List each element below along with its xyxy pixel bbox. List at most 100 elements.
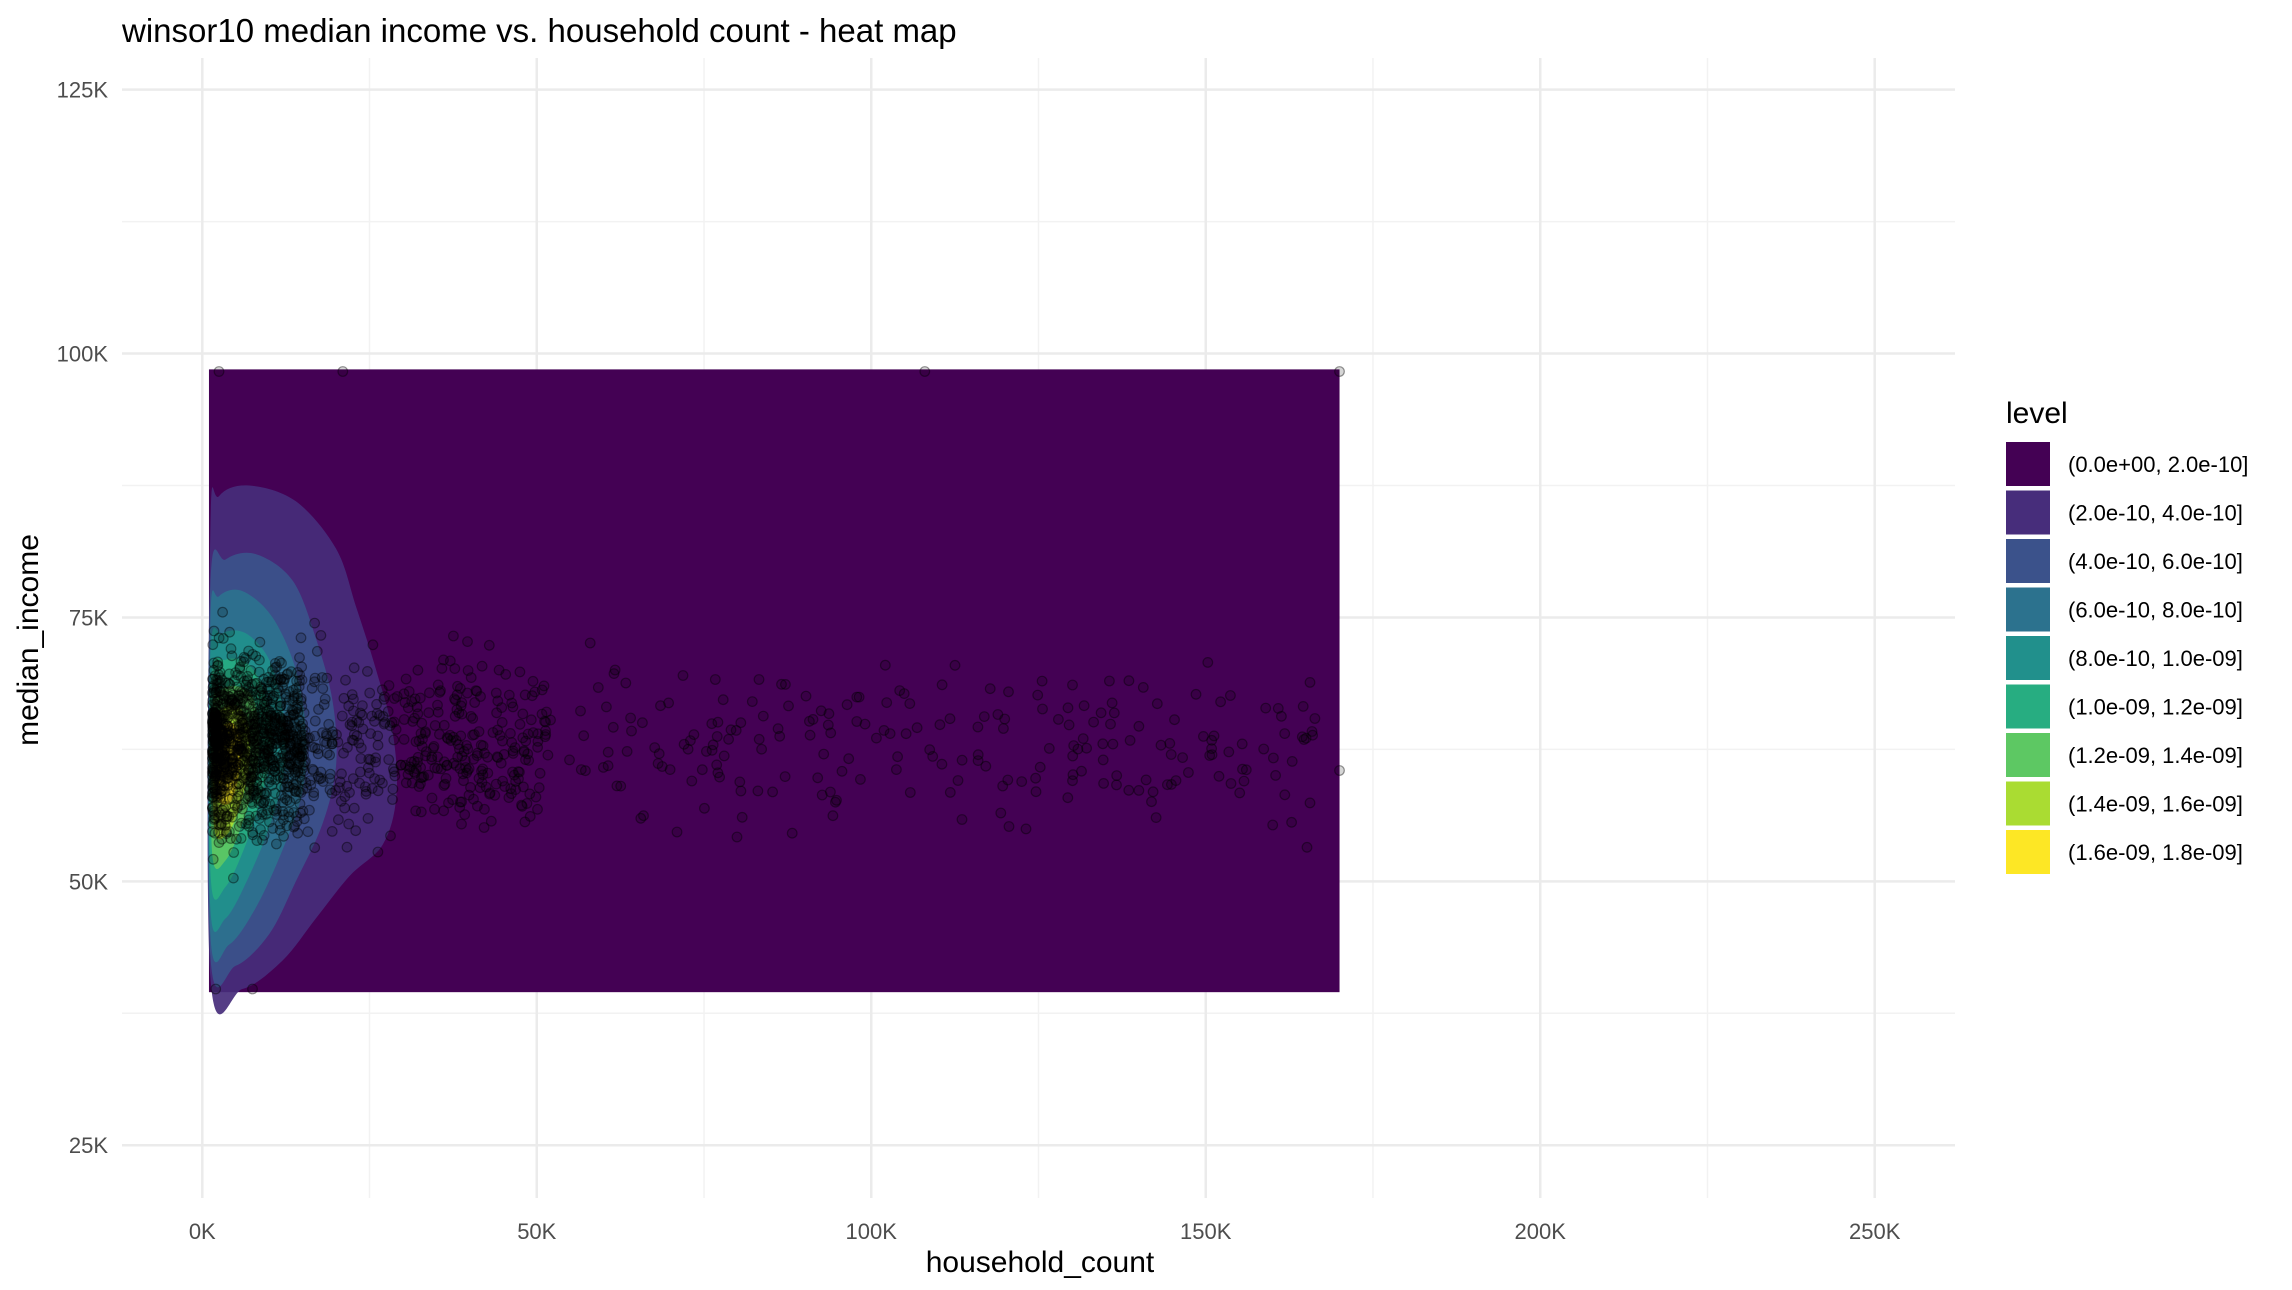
scatter-point: [539, 731, 551, 743]
scatter-point: [212, 695, 224, 706]
scatter-point: [269, 765, 281, 777]
scatter-point: [220, 757, 232, 768]
scatter-point: [314, 773, 325, 785]
scatter-point: [253, 733, 265, 744]
scatter-point: [207, 732, 219, 743]
scatter-point: [236, 694, 248, 706]
scatter-point: [228, 847, 240, 858]
scatter-point: [257, 687, 268, 699]
scatter-point: [470, 685, 482, 696]
scatter-point: [229, 770, 241, 781]
scatter-point: [363, 767, 375, 779]
scatter-point: [242, 689, 254, 701]
scatter-point: [736, 811, 748, 823]
scatter-point: [313, 704, 324, 715]
scatter-point: [309, 672, 321, 684]
scatter-point: [288, 779, 299, 790]
scatter-point: [898, 688, 910, 699]
scatter-point: [357, 723, 369, 735]
scatter-point: [259, 767, 271, 779]
scatter-point: [522, 748, 534, 760]
scatter-point: [521, 798, 533, 809]
scatter-point: [207, 738, 219, 750]
scatter-point: [1043, 743, 1055, 754]
scatter-point: [827, 810, 839, 822]
scatter-point: [264, 722, 276, 734]
scatter-point: [206, 753, 218, 765]
scatter-point: [1052, 714, 1064, 725]
scatter-point: [509, 742, 521, 753]
scatter-point: [222, 772, 233, 784]
scatter-point: [1078, 700, 1090, 712]
scatter-point: [243, 764, 255, 776]
scatter-point: [226, 752, 238, 764]
scatter-point: [460, 762, 472, 773]
scatter-point: [536, 708, 548, 720]
scatter-point: [291, 724, 302, 735]
scatter-point: [443, 797, 454, 809]
scatter-point: [220, 737, 232, 749]
scatter-point: [241, 675, 253, 687]
y-tick-label: 75K: [69, 605, 108, 630]
scatter-point: [532, 728, 544, 740]
scatter-point: [212, 656, 224, 668]
scatter-point: [707, 739, 719, 751]
scatter-point: [252, 708, 264, 720]
scatter-point: [388, 734, 400, 746]
scatter-point: [944, 787, 956, 798]
scatter-point: [278, 673, 290, 685]
scatter-point: [542, 749, 554, 761]
scatter-point: [236, 745, 248, 757]
scatter-point: [217, 689, 228, 701]
scatter-point: [210, 732, 222, 744]
scatter-point: [271, 709, 283, 721]
scatter-point: [261, 723, 273, 735]
scatter-point: [881, 697, 893, 708]
scatter-point: [219, 820, 231, 831]
scatter-point: [218, 802, 230, 814]
scatter-point: [266, 738, 278, 750]
scatter-point: [280, 722, 292, 734]
scatter-point: [451, 704, 463, 715]
scatter-point: [250, 723, 262, 735]
scatter-point: [461, 740, 472, 751]
scatter-point: [477, 763, 489, 775]
scatter-point: [1108, 707, 1120, 719]
scatter-point: [523, 755, 535, 766]
scatter-point: [243, 681, 255, 693]
scatter-point: [206, 699, 218, 710]
scatter-point: [291, 675, 303, 687]
scatter-point: [415, 778, 426, 790]
scatter-point: [312, 743, 324, 755]
scatter-point: [217, 739, 228, 751]
scatter-point: [207, 782, 219, 793]
scatter-point: [1150, 812, 1162, 823]
scatter-point: [260, 744, 271, 756]
scatter-point: [219, 744, 231, 755]
scatter-point: [269, 669, 281, 681]
scatter-point: [210, 768, 222, 780]
scatter-point: [253, 708, 265, 719]
scatter-point: [315, 630, 327, 641]
scatter-point: [206, 757, 218, 769]
scatter-point: [214, 676, 226, 688]
scatter-point: [281, 669, 293, 681]
scatter-point: [208, 664, 220, 676]
legend: level (0.0e+00, 2.0e-10](2.0e-10, 4.0e-1…: [2006, 397, 2248, 874]
scatter-point: [420, 750, 431, 762]
scatter-point: [364, 687, 376, 699]
scatter-point: [302, 732, 314, 744]
scatter-point: [206, 766, 218, 778]
scatter-point: [233, 790, 244, 802]
scatter-point: [495, 757, 507, 769]
scatter-point: [378, 694, 390, 705]
scatter-point: [243, 765, 254, 777]
scatter-point: [317, 683, 329, 694]
scatter-point: [211, 752, 223, 763]
scatter-point: [1147, 786, 1159, 798]
scatter-point: [289, 746, 301, 758]
scatter-point: [1123, 784, 1135, 796]
scatter-point: [285, 739, 297, 750]
scatter-point: [206, 787, 218, 799]
scatter-point: [280, 688, 292, 700]
